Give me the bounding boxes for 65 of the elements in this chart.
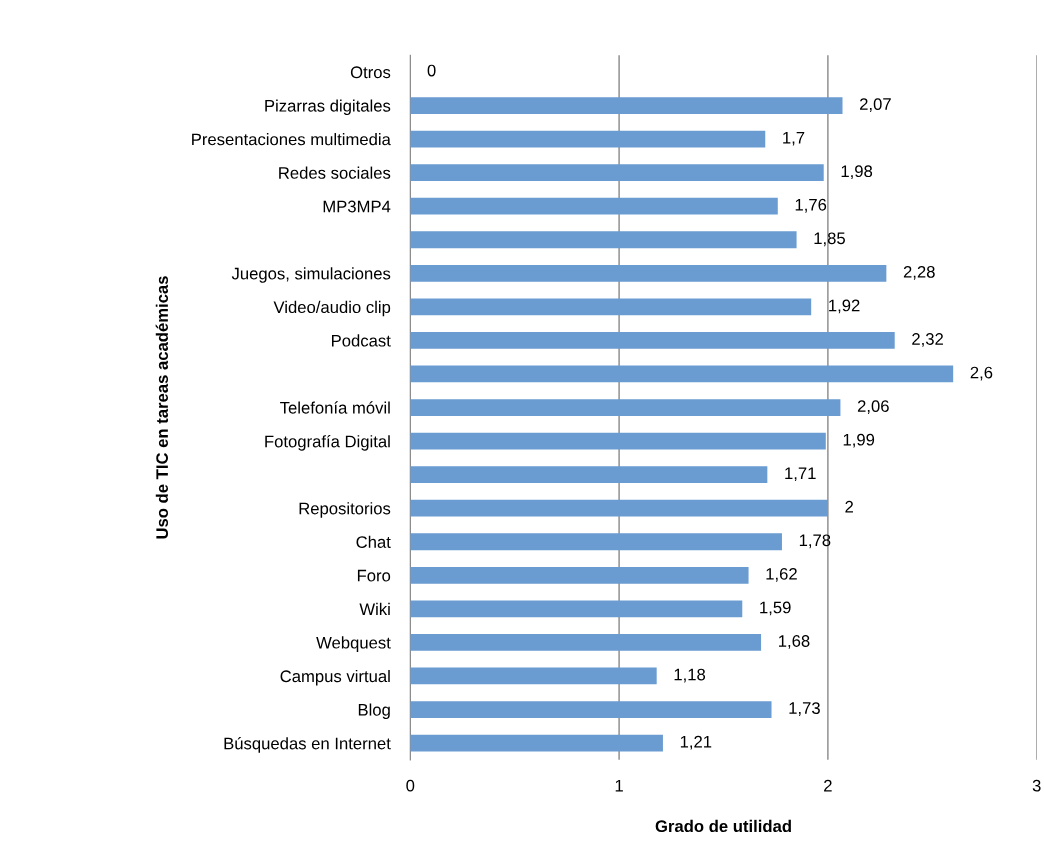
- data-label: 2,06: [857, 400, 889, 414]
- y-tick-label: Búsquedas en Internet: [224, 736, 391, 753]
- y-tick-label: Redes sociales: [279, 166, 391, 179]
- bar: [410, 197, 778, 215]
- data-label: 1,68: [779, 635, 810, 649]
- data-label: 2,07: [860, 98, 891, 112]
- y-tick-label: Juegos, simulaciones: [231, 267, 391, 283]
- data-label: 2: [845, 500, 853, 513]
- y-tick-label: Pizarras digitales: [265, 99, 391, 116]
- bar: [410, 97, 843, 114]
- data-label: 1,7: [783, 131, 805, 146]
- bar: [410, 499, 828, 517]
- data-label: 2,32: [912, 333, 943, 347]
- data-label: 1,92: [829, 299, 860, 314]
- y-tick-label: Chat: [356, 535, 391, 548]
- y-tick-label: Podcast: [332, 334, 391, 347]
- data-label: 1,85: [814, 232, 845, 247]
- x-axis-title: Grado de utilidad: [655, 819, 791, 833]
- bar: [410, 566, 749, 584]
- y-tick-label: Repositorios: [299, 502, 391, 518]
- data-label: 0: [427, 64, 436, 77]
- y-axis-title: Uso de TIC en tareas académicas: [155, 276, 169, 539]
- bar: [410, 264, 887, 282]
- y-tick-label: Otros: [350, 66, 391, 79]
- x-tick-label: 1: [615, 779, 623, 792]
- y-tick-label: Campus virtual: [280, 669, 390, 686]
- bar: [410, 634, 762, 651]
- bar: [410, 130, 766, 148]
- bar: [410, 332, 895, 349]
- bar: [410, 432, 826, 450]
- x-tick-label: 3: [1032, 779, 1041, 792]
- bar: [410, 365, 954, 383]
- data-label: 1,18: [674, 668, 706, 683]
- y-tick-label: MP3MP4: [323, 200, 391, 213]
- x-tick-label: 0: [406, 779, 415, 792]
- bar: [410, 298, 812, 316]
- data-label: 1,73: [789, 702, 820, 716]
- x-tick-label: 2: [824, 779, 832, 792]
- y-tick-label: Presentaciones multimedia: [192, 133, 391, 146]
- y-tick-label: Blog: [358, 703, 390, 720]
- bar: [410, 533, 782, 551]
- data-label: 1,59: [760, 601, 791, 616]
- bar: [410, 701, 772, 718]
- data-label: 1,62: [766, 567, 797, 582]
- bar: [410, 667, 657, 685]
- y-tick-label: Fotografía Digital: [265, 434, 390, 451]
- data-label: 1,99: [843, 433, 875, 448]
- y-tick-label: Webquest: [316, 636, 391, 652]
- y-tick-label: Video/audio clip: [273, 300, 391, 317]
- y-tick-label: Telefonía móvil: [280, 401, 390, 414]
- data-label: 1,76: [795, 198, 827, 213]
- y-tick-label: Foro: [357, 569, 391, 582]
- y-tick-label: Wiki: [359, 602, 390, 615]
- data-label: 2,6: [970, 366, 993, 381]
- bar: [410, 466, 768, 484]
- data-label: 2,28: [903, 265, 935, 280]
- data-label: 1,21: [680, 735, 712, 750]
- data-label: 1,71: [785, 467, 816, 482]
- data-label: 1,78: [799, 534, 831, 549]
- bar: [410, 734, 663, 752]
- bar: [410, 399, 841, 416]
- bar: [410, 164, 824, 182]
- data-label: 1,98: [841, 165, 873, 180]
- bar: [410, 231, 797, 249]
- bar: [410, 600, 743, 618]
